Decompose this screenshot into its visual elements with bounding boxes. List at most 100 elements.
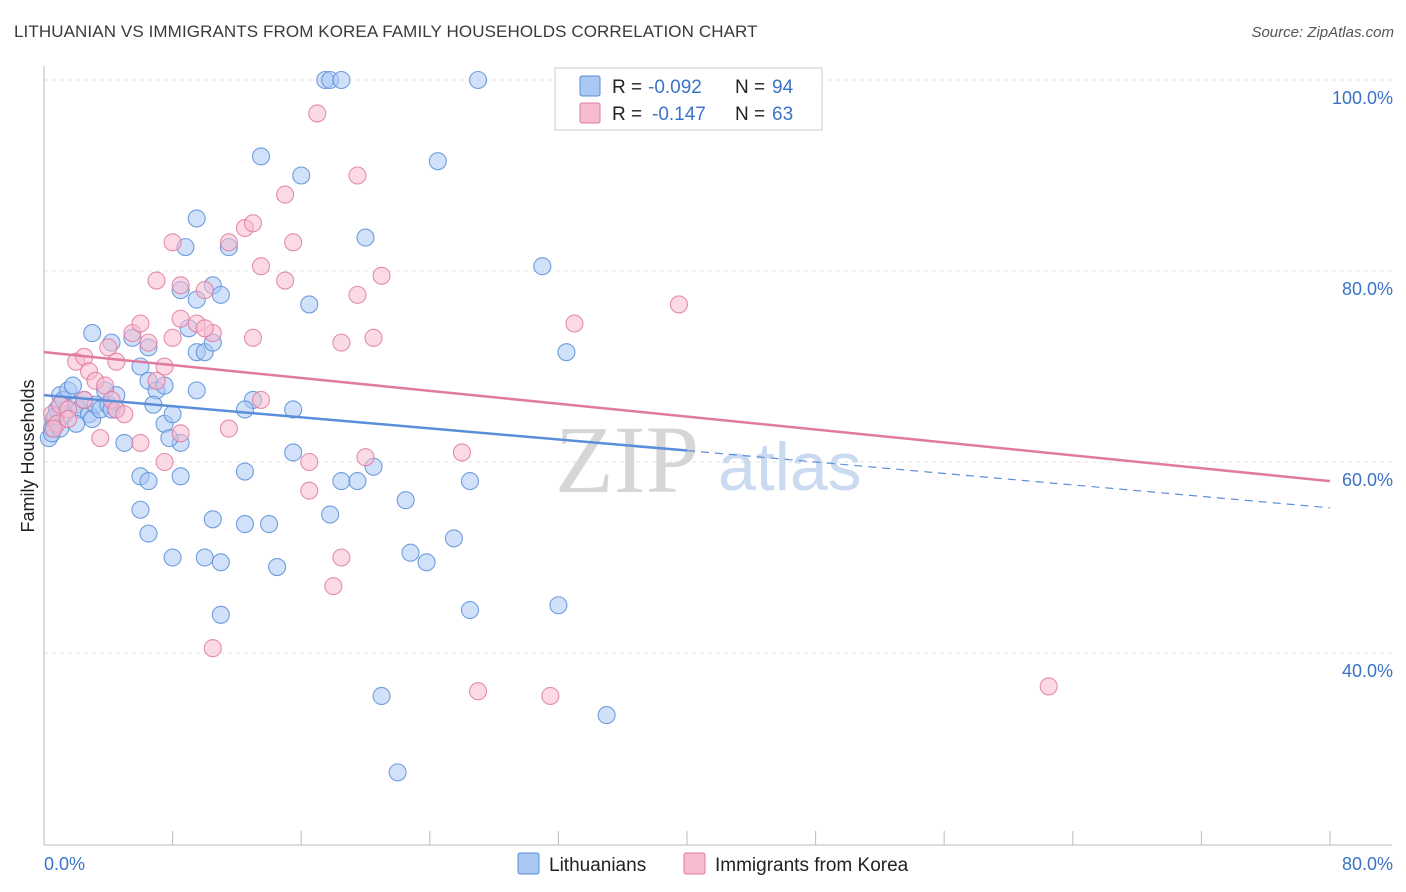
point-korea bbox=[541, 686, 560, 706]
point-korea bbox=[348, 285, 367, 304]
point-korea bbox=[195, 319, 214, 338]
data-points bbox=[39, 70, 1058, 782]
chart-title: LITHUANIAN VS IMMIGRANTS FROM KOREA FAMI… bbox=[14, 22, 758, 41]
point-lithuanian bbox=[549, 596, 568, 615]
point-korea bbox=[203, 639, 222, 658]
point-korea bbox=[115, 405, 134, 424]
point-lithuanian bbox=[348, 472, 367, 491]
trend-lines bbox=[43, 350, 1331, 509]
legend-n-label-lithuanians: N = bbox=[735, 77, 765, 98]
y-tick-label: 60.0% bbox=[1342, 470, 1393, 490]
trend-line-lithuanians bbox=[43, 393, 688, 452]
legend-n-value-lithuanians: 94 bbox=[772, 77, 794, 98]
point-korea bbox=[364, 328, 383, 347]
point-korea bbox=[219, 419, 238, 438]
y-tick-label: 80.0% bbox=[1342, 279, 1393, 299]
point-korea bbox=[308, 104, 327, 123]
point-lithuanian bbox=[131, 500, 150, 519]
legend-r-value-korea: -0.147 bbox=[652, 104, 706, 125]
point-korea bbox=[91, 429, 110, 448]
bottom-legend: Lithuanians Immigrants from Korea bbox=[517, 852, 909, 876]
point-korea bbox=[155, 357, 174, 376]
point-korea bbox=[468, 682, 488, 701]
trend-line-korea bbox=[43, 350, 1331, 483]
point-lithuanian bbox=[235, 515, 254, 534]
point-korea bbox=[155, 452, 174, 472]
point-korea bbox=[171, 424, 190, 443]
point-korea bbox=[131, 433, 150, 452]
point-korea bbox=[243, 328, 263, 347]
point-lithuanian bbox=[211, 553, 230, 572]
point-korea bbox=[284, 233, 303, 252]
legend-n-label-korea: N = bbox=[735, 104, 765, 125]
point-lithuanian bbox=[332, 70, 351, 90]
point-lithuanian bbox=[468, 70, 488, 90]
point-lithuanian bbox=[163, 405, 182, 424]
point-lithuanian bbox=[321, 505, 340, 524]
point-lithuanian bbox=[444, 529, 463, 548]
point-korea bbox=[276, 271, 295, 290]
y-tick-labels: 40.0% 60.0% 80.0% 100.0% bbox=[1332, 88, 1393, 681]
legend-r-label-korea: R = bbox=[612, 104, 642, 125]
point-lithuanian bbox=[417, 553, 436, 572]
point-korea bbox=[59, 409, 78, 429]
point-lithuanian bbox=[396, 491, 415, 510]
point-lithuanian bbox=[557, 343, 576, 362]
legend-swatch-korea bbox=[579, 102, 601, 124]
point-lithuanian bbox=[401, 543, 420, 562]
point-korea bbox=[356, 448, 375, 467]
point-korea bbox=[348, 166, 367, 185]
point-korea bbox=[171, 276, 190, 295]
point-lithuanian bbox=[171, 467, 190, 486]
bottom-legend-label-lithuanians: Lithuanians bbox=[549, 855, 646, 876]
point-lithuanian bbox=[139, 472, 158, 491]
point-lithuanian bbox=[428, 152, 447, 171]
point-lithuanian bbox=[597, 706, 616, 725]
point-lithuanian bbox=[163, 548, 182, 567]
point-korea bbox=[332, 548, 351, 567]
legend-r-label-lithuanians: R = bbox=[612, 77, 642, 98]
point-korea bbox=[195, 281, 214, 300]
watermark-atlas: atlas bbox=[718, 429, 862, 505]
point-korea bbox=[139, 333, 158, 352]
point-lithuanian bbox=[284, 443, 303, 462]
trend-line-lithuanians-extension bbox=[686, 449, 1331, 509]
point-lithuanian bbox=[388, 763, 407, 782]
point-korea bbox=[300, 481, 319, 500]
axes bbox=[43, 66, 1392, 846]
point-lithuanian bbox=[251, 147, 271, 166]
point-korea bbox=[324, 577, 343, 596]
point-lithuanian bbox=[268, 557, 287, 577]
point-lithuanian bbox=[460, 600, 480, 620]
y-tick-label: 100.0% bbox=[1332, 88, 1393, 108]
point-lithuanian bbox=[211, 605, 230, 624]
point-korea bbox=[372, 266, 391, 285]
point-lithuanian bbox=[139, 524, 158, 543]
watermark: ZIP atlas bbox=[555, 406, 862, 513]
point-lithuanian bbox=[211, 285, 230, 304]
bottom-legend-label-korea: Immigrants from Korea bbox=[715, 855, 909, 876]
x-tick-label: 0.0% bbox=[44, 854, 85, 874]
point-korea bbox=[171, 309, 190, 328]
bottom-legend-swatch-korea bbox=[683, 852, 706, 875]
point-lithuanian bbox=[284, 400, 303, 419]
legend-r-value-lithuanians: -0.092 bbox=[648, 77, 702, 98]
point-korea bbox=[251, 390, 271, 409]
point-lithuanian bbox=[460, 472, 480, 491]
point-lithuanian bbox=[332, 472, 351, 491]
point-korea bbox=[147, 371, 166, 390]
point-lithuanian bbox=[292, 166, 311, 185]
point-korea bbox=[163, 328, 182, 347]
point-lithuanian bbox=[533, 257, 552, 276]
point-lithuanian bbox=[235, 400, 254, 419]
point-lithuanian bbox=[259, 515, 279, 534]
point-korea bbox=[99, 338, 118, 357]
y-tick-label: 40.0% bbox=[1342, 661, 1393, 681]
chart-source: Source: ZipAtlas.com bbox=[1251, 24, 1394, 41]
grid-lines bbox=[44, 79, 1392, 654]
point-lithuanian bbox=[356, 228, 375, 247]
point-korea bbox=[669, 295, 689, 314]
point-korea bbox=[565, 314, 584, 333]
point-korea bbox=[44, 419, 63, 438]
